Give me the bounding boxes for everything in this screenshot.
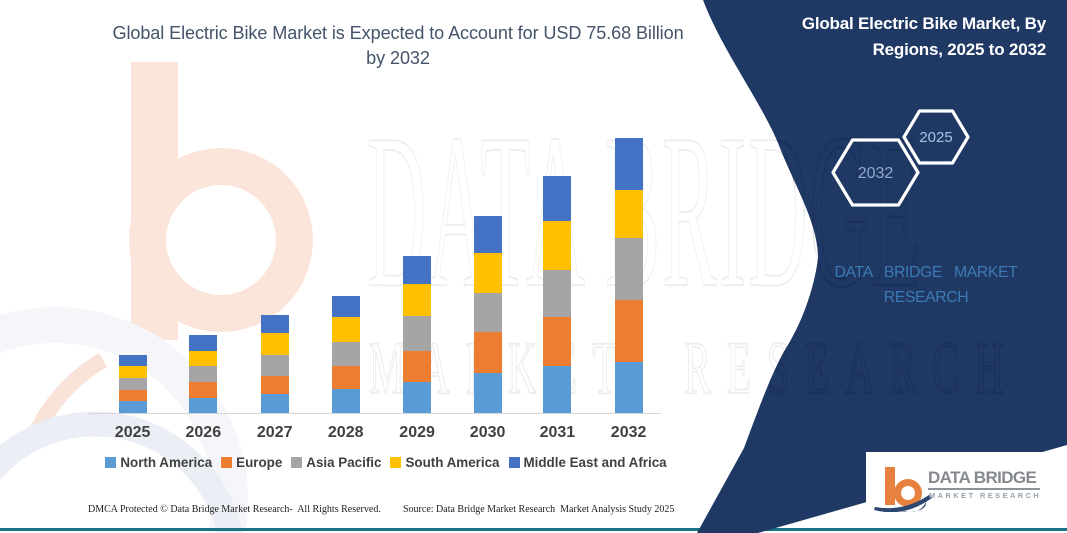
svg-text:2025: 2025: [919, 129, 952, 146]
svg-text:2032: 2032: [858, 165, 894, 182]
